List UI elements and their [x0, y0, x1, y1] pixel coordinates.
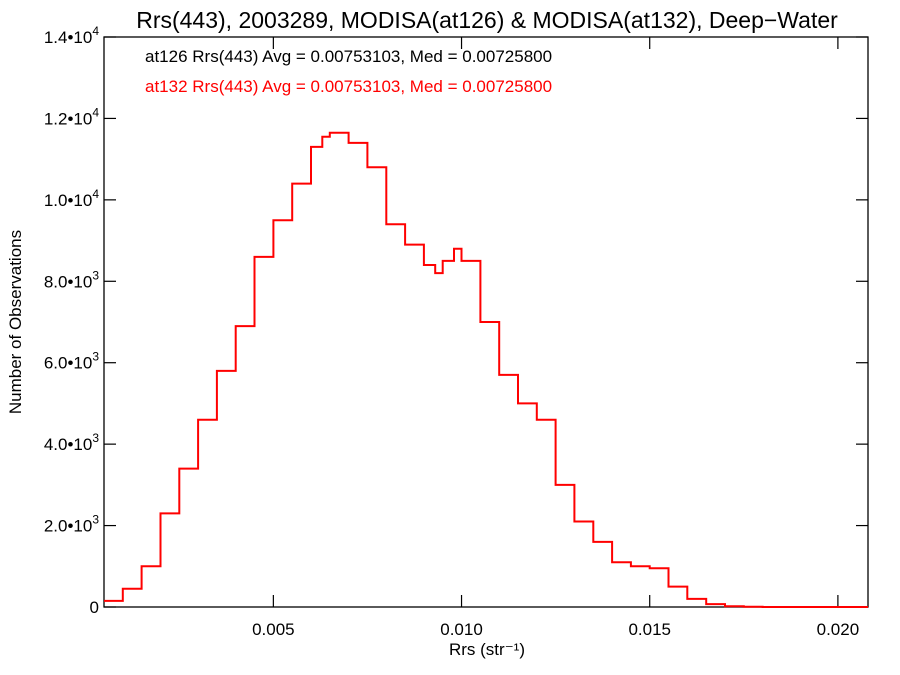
y-axis-label: Number of Observations	[6, 230, 25, 414]
x-tick-label: 0.005	[252, 620, 295, 639]
y-tick-label: 2.0•103	[44, 513, 100, 536]
x-axis-label: Rrs (str⁻¹)	[449, 640, 525, 659]
x-tick-label: 0.010	[440, 620, 483, 639]
x-tick-label: 0.015	[628, 620, 671, 639]
histogram-series-line	[104, 131, 868, 608]
chart-title: Rrs(443), 2003289, MODISA(at126) & MODIS…	[136, 7, 838, 33]
y-tick-label: 1.4•104	[44, 24, 100, 47]
y-tick-label: 0	[90, 598, 99, 617]
plot-frame	[103, 36, 869, 608]
annotation-at132: at132 Rrs(443) Avg = 0.00753103, Med = 0…	[145, 77, 552, 96]
annotation-at126: at126 Rrs(443) Avg = 0.00753103, Med = 0…	[145, 47, 552, 66]
series-layer	[104, 131, 868, 608]
y-tick-label: 8.0•103	[44, 268, 100, 291]
y-tick-label: 1.0•104	[44, 187, 100, 210]
y-tick-label: 4.0•103	[44, 431, 100, 454]
y-tick-label: 6.0•103	[44, 350, 100, 373]
y-tick-label: 1.2•104	[44, 105, 100, 128]
x-tick-label: 0.020	[817, 620, 860, 639]
x-axis-ticks: 0.005 0.010 0.015 0.020	[252, 37, 859, 639]
y-axis-ticks: 0 2.0•103 4.0•103 6.0•103 8.0•103 1.0•104 1.2•…	[44, 24, 868, 617]
